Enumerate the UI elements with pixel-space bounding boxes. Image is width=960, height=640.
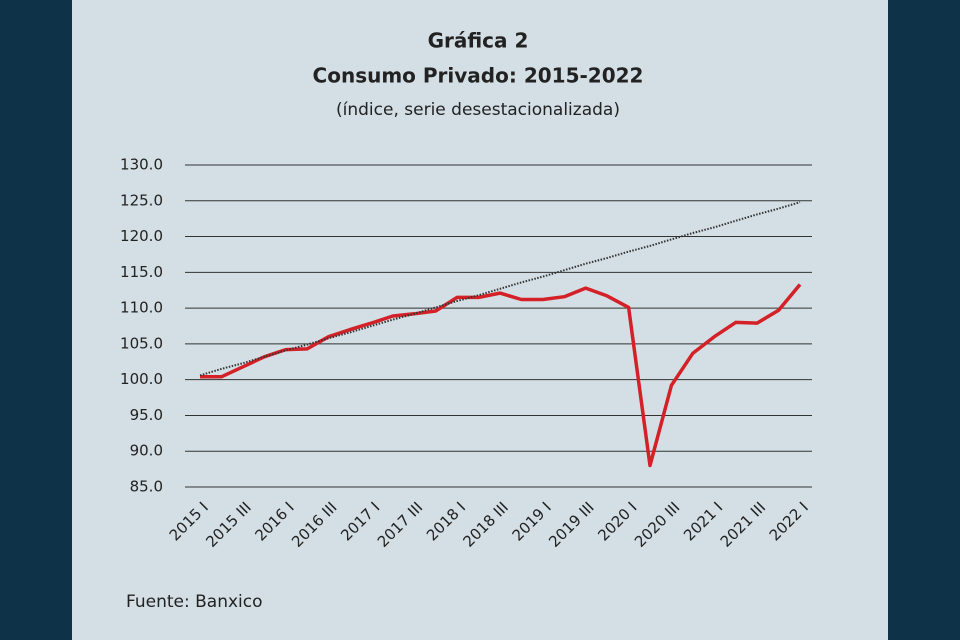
- y-tick-label: 115.0: [120, 263, 163, 281]
- y-tick-label: 100.0: [120, 370, 163, 388]
- y-tick-label: 90.0: [130, 442, 163, 460]
- y-tick-label: 120.0: [120, 227, 163, 245]
- y-tick-label: 85.0: [130, 478, 163, 496]
- chart-note: (índice, serie desestacionalizada): [336, 100, 620, 120]
- y-tick-label: 105.0: [120, 334, 163, 352]
- y-tick-label: 110.0: [120, 299, 163, 317]
- trend-line: [199, 201, 801, 377]
- y-tick-label: 125.0: [120, 191, 163, 209]
- panel: [72, 0, 888, 640]
- source: Fuente: Banxico: [126, 592, 263, 612]
- y-tick-label: 95.0: [130, 406, 163, 424]
- chart-subtitle: Consumo Privado: 2015-2022: [313, 64, 644, 88]
- chart-title: Gráfica 2: [428, 29, 529, 53]
- data-line: [200, 283, 802, 468]
- y-tick-label: 130.0: [120, 156, 163, 174]
